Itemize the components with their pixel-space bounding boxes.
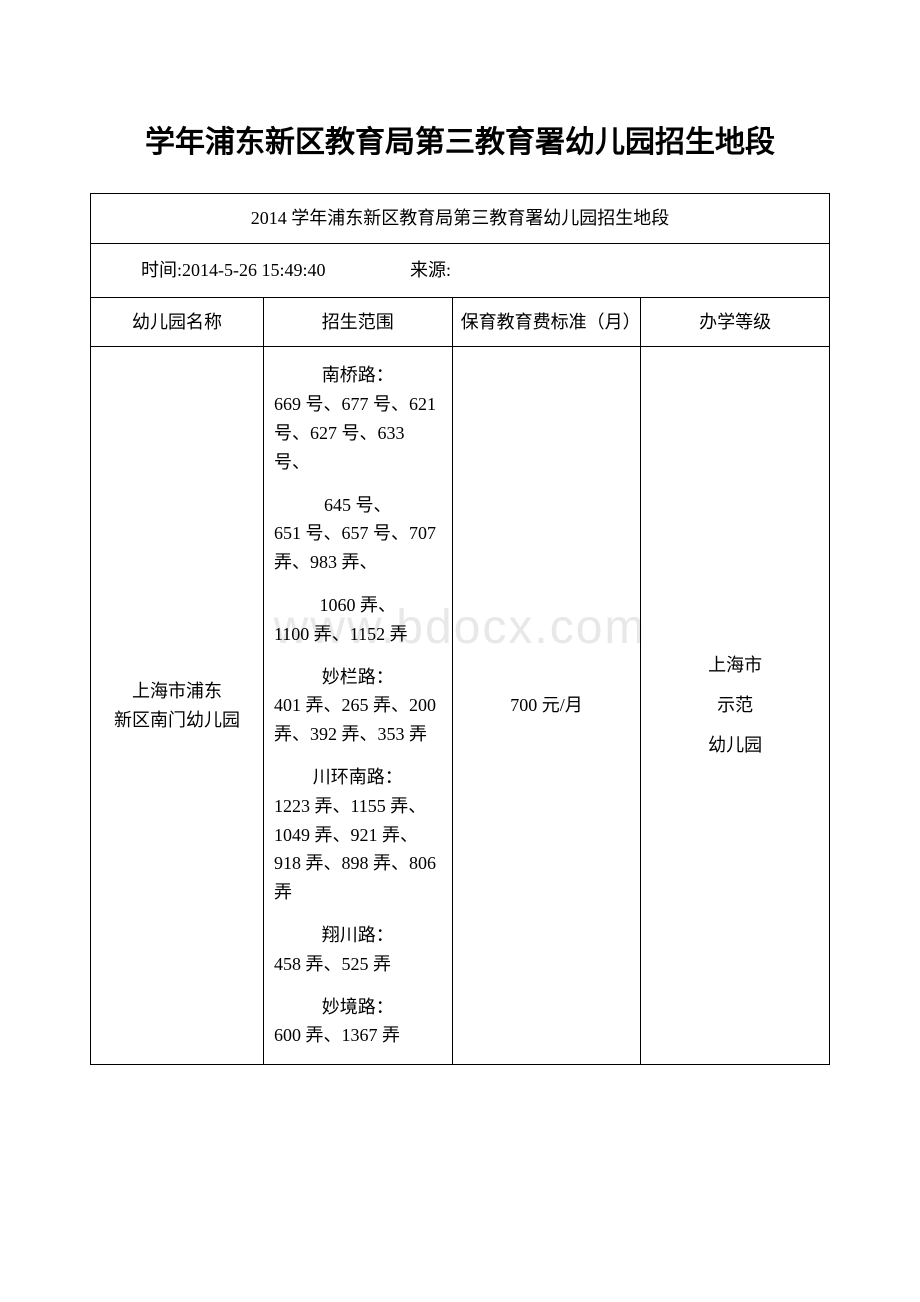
meta-time-value: 2014-5-26 15:49:40 [182,260,326,280]
level-line1: 上海市 [708,655,762,675]
scope-label: 妙境路： [274,993,442,1022]
scope-text: 1223 弄、1155 弄、1049 弄、921 弄、918 弄、898 弄、8… [274,796,436,902]
level-line3: 幼儿园 [708,735,762,755]
col-header-scope: 招生范围 [263,297,452,347]
cell-name: 上海市浦东 新区南门幼儿园 [91,347,264,1065]
level-line2: 示范 [717,695,753,715]
document-content: 学年浦东新区教育局第三教育署幼儿园招生地段 2014 学年浦东新区教育局第三教育… [90,120,830,1065]
scope-label: 翔川路： [274,921,442,950]
page-title: 学年浦东新区教育局第三教育署幼儿园招生地段 [90,120,830,165]
table-header-row: 2014 学年浦东新区教育局第三教育署幼儿园招生地段 [91,194,830,244]
meta-source: 来源: [410,256,451,285]
table-columns-row: 幼儿园名称 招生范围 保育教育费标准（月） 办学等级 [91,297,830,347]
meta-time: 时间:2014-5-26 15:49:40 [141,256,326,285]
scope-block: 645 号、 651 号、657 号、707 弄、983 弄、 [274,491,442,577]
table-meta-row: 时间:2014-5-26 15:49:40 来源: [91,243,830,297]
cell-scope: 南桥路： 669 号、677 号、621 号、627 号、633 号、 645 … [263,347,452,1065]
scope-block: 南桥路： 669 号、677 号、621 号、627 号、633 号、 [274,361,442,476]
scope-text: 651 号、657 号、707 弄、983 弄、 [274,523,436,572]
scope-text: 600 弄、1367 弄 [274,1025,400,1045]
scope-text: 1100 弄、1152 弄 [274,624,408,644]
table-row: 上海市浦东 新区南门幼儿园 南桥路： 669 号、677 号、621 号、627… [91,347,830,1065]
scope-label: 川环南路： [274,763,442,792]
scope-block: 妙境路： 600 弄、1367 弄 [274,993,442,1051]
table-header-cell: 2014 学年浦东新区教育局第三教育署幼儿园招生地段 [91,194,830,244]
enrollment-table: 2014 学年浦东新区教育局第三教育署幼儿园招生地段 时间:2014-5-26 … [90,193,830,1065]
col-header-name: 幼儿园名称 [91,297,264,347]
col-header-fee: 保育教育费标准（月） [452,297,641,347]
scope-label: 1060 弄、 [274,591,442,620]
cell-fee: 700 元/月 [452,347,641,1065]
meta-time-label: 时间: [141,260,182,280]
col-header-level: 办学等级 [641,297,830,347]
scope-text: 669 号、677 号、621 号、627 号、633 号、 [274,394,436,472]
scope-label: 南桥路： [274,361,442,390]
name-line2: 新区南门幼儿园 [114,710,240,730]
scope-label: 妙栏路： [274,663,442,692]
scope-label: 645 号、 [274,491,442,520]
scope-text: 401 弄、265 弄、200 弄、392 弄、353 弄 [274,695,436,744]
scope-block: 川环南路： 1223 弄、1155 弄、1049 弄、921 弄、918 弄、8… [274,763,442,907]
name-line1: 上海市浦东 [132,681,222,701]
scope-block: 1060 弄、 1100 弄、1152 弄 [274,591,442,649]
scope-block: 翔川路： 458 弄、525 弄 [274,921,442,979]
table-meta-cell: 时间:2014-5-26 15:49:40 来源: [91,243,830,297]
cell-level: 上海市 示范 幼儿园 [641,347,830,1065]
scope-text: 458 弄、525 弄 [274,954,391,974]
meta-source-label: 来源: [410,260,451,280]
scope-block: 妙栏路： 401 弄、265 弄、200 弄、392 弄、353 弄 [274,663,442,749]
